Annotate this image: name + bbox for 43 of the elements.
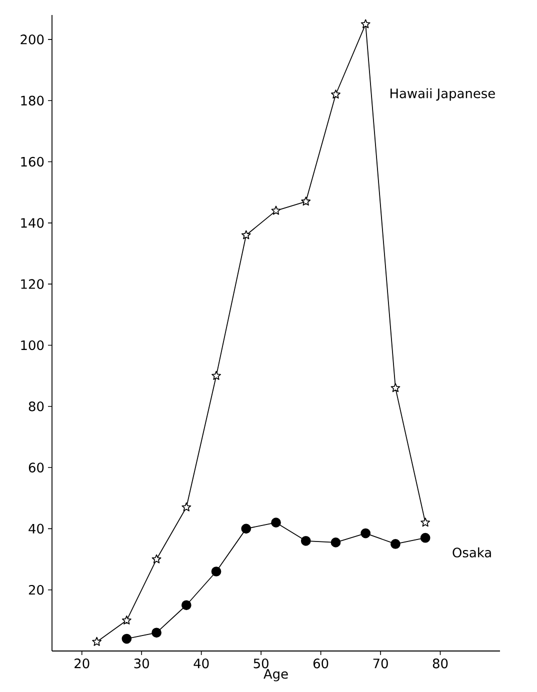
x-tick-label: 70 — [373, 658, 388, 668]
point — [360, 528, 371, 538]
point — [300, 536, 311, 546]
point — [420, 532, 430, 543]
series-label: Hawaii Japanese — [390, 88, 495, 101]
point — [152, 554, 162, 564]
series-label: Osaka — [452, 547, 491, 558]
x-tick-label: 80 — [432, 658, 448, 668]
point — [271, 206, 281, 215]
point — [182, 502, 192, 512]
x-tick-label: 20 — [74, 658, 90, 668]
point — [360, 19, 370, 28]
y-tick-label: 80 — [28, 401, 44, 412]
y-tick-label: 140 — [21, 218, 44, 228]
y-tick-label: 60 — [28, 462, 44, 472]
point — [390, 383, 400, 392]
point — [241, 230, 251, 240]
point — [211, 566, 222, 576]
point — [241, 524, 252, 534]
x-axis-title: Age — [264, 669, 288, 682]
y-tick-label: 100 — [21, 340, 44, 350]
y-tick-label: 120 — [21, 279, 44, 289]
y-tick-label: 160 — [21, 156, 44, 167]
x-tick-label: 60 — [313, 658, 328, 668]
x-tick-label: 50 — [254, 658, 268, 668]
point — [122, 634, 132, 644]
point — [212, 370, 221, 380]
point — [152, 628, 162, 638]
y-tick-label: 40 — [28, 524, 44, 534]
point — [301, 196, 311, 206]
y-tick-label: 20 — [28, 584, 44, 595]
point — [330, 538, 341, 548]
point — [420, 518, 430, 527]
y-tick-label: 180 — [21, 96, 44, 106]
point — [331, 90, 340, 99]
point — [122, 615, 132, 624]
y-tick-label: 200 — [20, 34, 44, 44]
x-tick-label: 30 — [134, 658, 149, 668]
point — [92, 636, 102, 646]
x-tick-label: 40 — [194, 658, 209, 668]
point — [390, 539, 400, 549]
point — [271, 518, 281, 528]
point — [181, 600, 192, 610]
